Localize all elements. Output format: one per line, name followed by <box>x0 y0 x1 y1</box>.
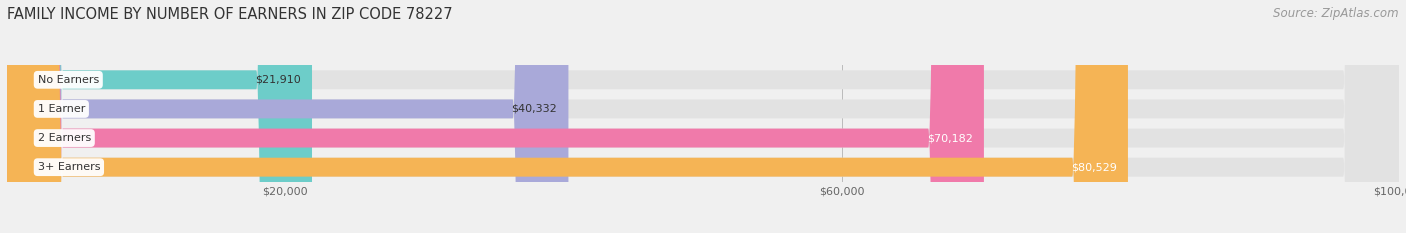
Text: FAMILY INCOME BY NUMBER OF EARNERS IN ZIP CODE 78227: FAMILY INCOME BY NUMBER OF EARNERS IN ZI… <box>7 7 453 22</box>
Text: $21,910: $21,910 <box>254 75 301 85</box>
Text: 2 Earners: 2 Earners <box>38 133 91 143</box>
Text: $70,182: $70,182 <box>927 133 973 143</box>
FancyBboxPatch shape <box>7 0 1399 233</box>
FancyBboxPatch shape <box>7 0 312 233</box>
FancyBboxPatch shape <box>7 0 568 233</box>
FancyBboxPatch shape <box>7 0 1128 233</box>
Text: $80,529: $80,529 <box>1071 162 1116 172</box>
Text: 1 Earner: 1 Earner <box>38 104 84 114</box>
Text: Source: ZipAtlas.com: Source: ZipAtlas.com <box>1274 7 1399 20</box>
FancyBboxPatch shape <box>7 0 1399 233</box>
FancyBboxPatch shape <box>7 0 1399 233</box>
Text: $40,332: $40,332 <box>512 104 557 114</box>
FancyBboxPatch shape <box>7 0 984 233</box>
FancyBboxPatch shape <box>7 0 1399 233</box>
Text: No Earners: No Earners <box>38 75 98 85</box>
Text: 3+ Earners: 3+ Earners <box>38 162 100 172</box>
